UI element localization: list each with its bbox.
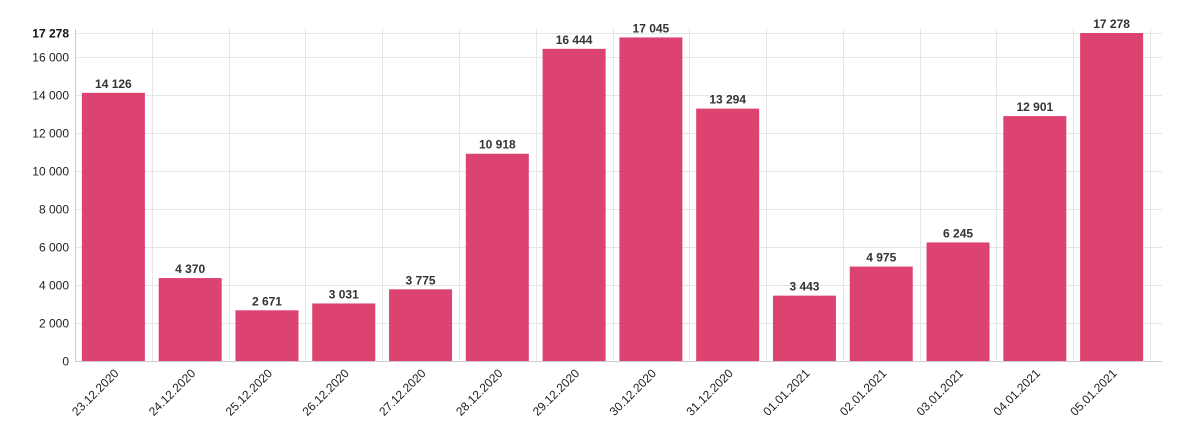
data-label: 17 278 xyxy=(1093,17,1130,31)
y-tick-label: 12 000 xyxy=(32,127,69,141)
data-label: 16 444 xyxy=(556,33,593,47)
bar xyxy=(81,92,145,362)
x-tick-label: 28.12.2020 xyxy=(453,366,506,419)
y-tick-label: 6 000 xyxy=(39,241,69,255)
x-tick-label: 25.12.2020 xyxy=(223,366,276,419)
bars xyxy=(81,33,1144,362)
x-tick-label: 27.12.2020 xyxy=(376,366,429,419)
x-tick-label: 26.12.2020 xyxy=(300,366,353,419)
data-label: 12 901 xyxy=(1016,100,1053,114)
grid xyxy=(75,29,1162,361)
y-tick-label: 0 xyxy=(62,355,69,369)
data-label: 3 775 xyxy=(406,273,436,287)
x-tick-label: 24.12.2020 xyxy=(146,366,199,419)
bar xyxy=(465,153,529,361)
data-label: 14 126 xyxy=(95,77,132,91)
x-tick-label: 29.12.2020 xyxy=(530,366,583,419)
bar xyxy=(772,295,836,361)
data-label: 2 671 xyxy=(252,294,282,308)
x-tick-label: 01.01.2021 xyxy=(760,366,813,419)
bar xyxy=(235,310,299,361)
bar xyxy=(849,266,913,361)
bar xyxy=(1080,33,1144,361)
bar xyxy=(312,303,376,361)
data-label: 10 918 xyxy=(479,138,516,152)
bar xyxy=(696,108,760,361)
y-max-label: 17 278 xyxy=(32,27,69,41)
data-label: 17 045 xyxy=(633,21,670,35)
y-tick-label: 8 000 xyxy=(39,203,69,217)
data-label: 4 975 xyxy=(866,251,896,265)
x-tick-label: 23.12.2020 xyxy=(69,366,122,419)
x-tick-label: 04.01.2021 xyxy=(991,366,1044,419)
y-tick-label: 14 000 xyxy=(32,89,69,103)
data-label: 3 443 xyxy=(789,280,819,294)
bar xyxy=(619,37,683,362)
bar xyxy=(542,48,606,361)
data-label: 4 370 xyxy=(175,262,205,276)
bar xyxy=(926,242,990,361)
x-tick-label: 31.12.2020 xyxy=(683,366,736,419)
y-tick-label: 16 000 xyxy=(32,51,69,65)
bar xyxy=(389,289,453,361)
bar xyxy=(158,278,222,361)
data-label: 13 294 xyxy=(709,93,746,107)
data-label: 6 245 xyxy=(943,226,973,240)
data-label: 3 031 xyxy=(329,287,359,301)
x-tick-label: 03.01.2021 xyxy=(914,366,967,419)
y-tick-label: 10 000 xyxy=(32,165,69,179)
y-tick-label: 4 000 xyxy=(39,279,69,293)
x-tick-label: 30.12.2020 xyxy=(607,366,660,419)
x-tick-label: 02.01.2021 xyxy=(837,366,890,419)
x-tick-label: 05.01.2021 xyxy=(1067,366,1120,419)
y-tick-label: 2 000 xyxy=(39,317,69,331)
bar xyxy=(1003,116,1067,362)
axes xyxy=(75,29,1162,362)
